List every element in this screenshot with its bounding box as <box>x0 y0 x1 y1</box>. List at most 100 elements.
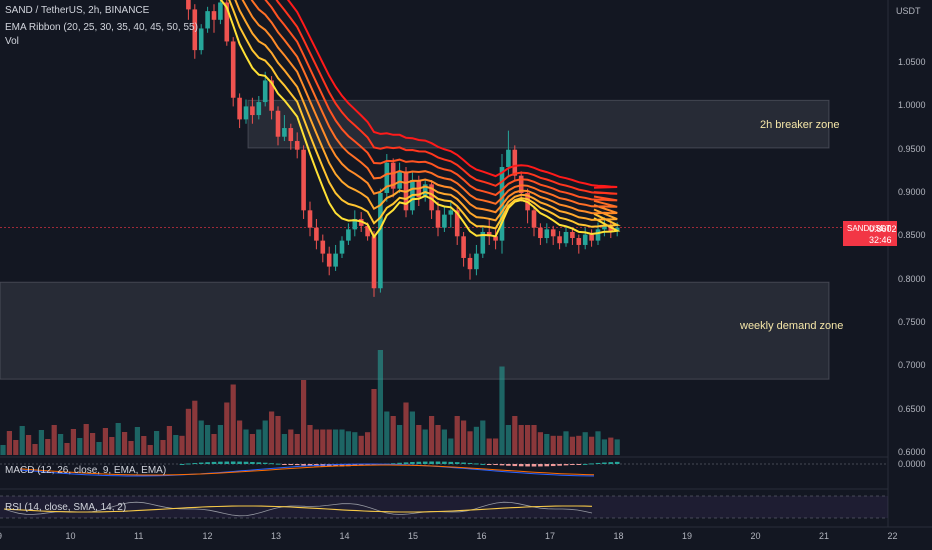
volume-bar <box>576 435 582 455</box>
time-tick-label: 21 <box>819 531 830 541</box>
candle <box>582 234 588 245</box>
macd-histogram-bar <box>563 464 569 466</box>
macd-histogram-bar <box>250 461 255 464</box>
macd-histogram-bar <box>243 461 249 464</box>
candle <box>563 231 569 244</box>
macd-histogram-bar <box>275 463 281 465</box>
macd-histogram-bar <box>531 464 537 467</box>
price-tick-label: 0.6000 <box>898 446 926 457</box>
candle <box>602 225 607 230</box>
volume-bar <box>64 443 70 455</box>
volume-bar <box>211 434 217 455</box>
candle <box>326 253 332 267</box>
candle <box>614 227 620 232</box>
candle <box>352 218 358 230</box>
volume-bar <box>512 416 518 455</box>
volume-bar <box>249 434 255 455</box>
volume-bar <box>563 431 569 455</box>
candle <box>429 184 434 211</box>
legend-vol[interactable]: Vol <box>5 36 19 47</box>
volume-bar <box>275 416 281 455</box>
candle <box>339 240 345 254</box>
candle <box>422 184 428 198</box>
macd-histogram-bar <box>282 464 287 465</box>
volume-bar <box>224 402 230 455</box>
macd-histogram-bar <box>480 463 486 465</box>
candle <box>205 11 210 29</box>
volume-bar <box>96 442 102 455</box>
candle <box>480 231 486 254</box>
legend-rsi[interactable]: RSI (14, close, SMA, 14, 2) <box>5 502 127 513</box>
candle <box>211 11 217 20</box>
candle <box>250 106 255 116</box>
symbol-tag: SANDUSDT <box>847 224 892 233</box>
volume-bar <box>365 432 371 455</box>
candle <box>294 141 300 150</box>
legend-title[interactable]: SAND / TetherUS, 2h, BINANCE <box>5 5 150 16</box>
candle <box>384 162 390 193</box>
macd-histogram-bar <box>262 462 268 464</box>
time-tick-label: 12 <box>202 531 213 541</box>
volume-bar <box>416 425 422 455</box>
volume-bar <box>294 434 300 455</box>
macd-histogram-bar <box>435 461 441 464</box>
candle <box>243 106 249 120</box>
macd-histogram-bar <box>294 464 300 466</box>
volume-bar <box>473 426 479 455</box>
candle <box>256 102 262 116</box>
volume-bar <box>128 441 134 455</box>
volume-bar <box>333 429 339 455</box>
candle <box>486 231 492 237</box>
volume-bar <box>326 429 332 455</box>
candle <box>390 162 396 189</box>
macd-histogram-bar <box>307 464 313 466</box>
macd-histogram-bar <box>365 464 370 466</box>
macd-line <box>19 463 595 477</box>
macd-histogram-bar <box>576 464 582 465</box>
macd-histogram-bar <box>397 462 402 464</box>
last-price-tag: SANDUSDT 0.8602 32:46 <box>843 221 897 246</box>
candle <box>269 80 274 111</box>
candle <box>307 210 313 228</box>
volume-bar <box>281 434 287 455</box>
volume-bar <box>90 433 96 455</box>
demand-zone-label: weekly demand zone <box>740 320 844 332</box>
volume-bar <box>134 427 140 455</box>
volume-bar <box>173 435 179 455</box>
volume-bar <box>557 435 563 455</box>
legend-macd[interactable]: MACD (12, 26, close, 9, EMA, EMA) <box>5 465 167 476</box>
volume-bar <box>384 411 390 455</box>
volume-bar <box>26 435 32 455</box>
time-tick-label: 18 <box>613 531 624 541</box>
macd-histogram-bar <box>544 464 550 467</box>
candle <box>333 253 338 267</box>
candle <box>198 28 204 51</box>
ema-ribbon-line <box>286 0 618 189</box>
volume-bar <box>371 389 377 455</box>
volume-bar <box>358 435 364 455</box>
macd-histogram-bar <box>339 464 345 467</box>
volume-bar <box>429 416 435 455</box>
volume-bar <box>102 428 108 455</box>
candle <box>512 149 518 176</box>
volume-bar <box>13 440 19 455</box>
volume-bar <box>601 439 607 455</box>
volume-bar <box>51 425 57 455</box>
legend-ema-ribbon[interactable]: EMA Ribbon (20, 25, 30, 35, 40, 45, 50, … <box>5 22 198 33</box>
ema-ribbon-line <box>241 0 618 215</box>
volume-bar <box>454 416 460 455</box>
candle <box>557 236 562 244</box>
macd-histogram-bar <box>237 461 242 464</box>
candle <box>589 234 594 241</box>
macd-histogram-bar <box>474 463 479 465</box>
rsi-sma-line <box>3 505 593 513</box>
volume-bar <box>166 426 172 455</box>
candle <box>288 128 294 142</box>
volume-bar <box>205 425 211 455</box>
candle <box>461 236 466 258</box>
volume-bar <box>320 429 326 455</box>
rsi-line <box>3 501 593 517</box>
candle <box>365 225 370 237</box>
macd-histogram-bar <box>557 464 562 466</box>
